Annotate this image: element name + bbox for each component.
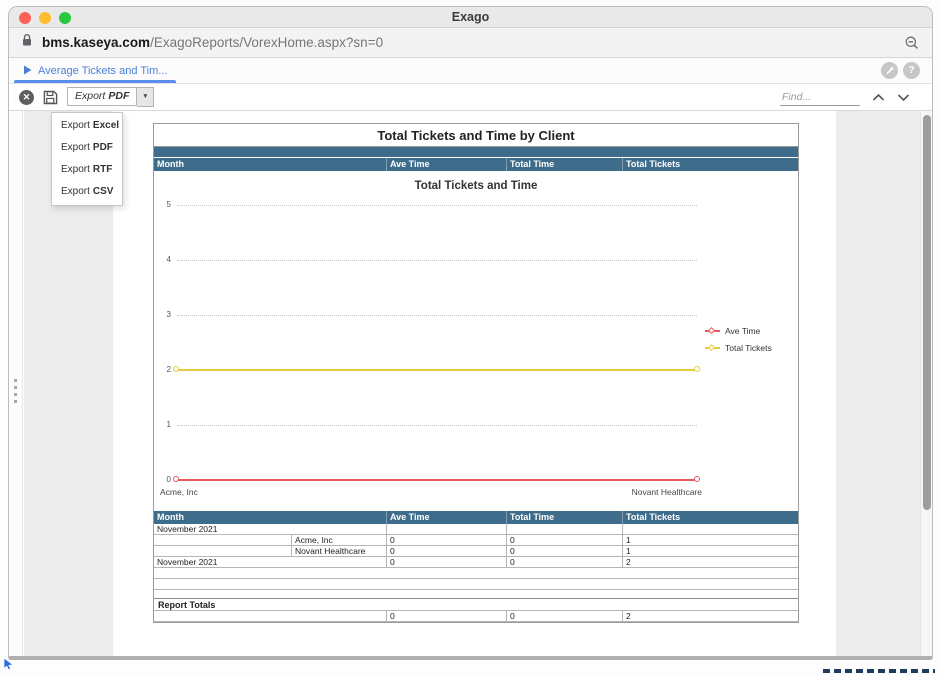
y-axis-tick: 4 — [166, 255, 171, 264]
vertical-scrollbar[interactable] — [920, 111, 932, 656]
y-axis-tick: 3 — [166, 310, 171, 319]
menu-item-export-csv[interactable]: Export CSV — [61, 186, 114, 197]
desktop-edge — [0, 657, 940, 676]
chart-title: Total Tickets and Time — [414, 180, 538, 192]
menu-item-export-pdf[interactable]: Export PDF — [61, 142, 113, 153]
column-header-month: Month — [154, 158, 387, 171]
table-row-month-group: November 2021 — [154, 524, 798, 535]
table-row-novant: Novant Healthcare 0 0 1 — [154, 546, 798, 557]
lock-icon — [21, 33, 33, 52]
report-viewport: Total Tickets and Time by Client Month A… — [24, 111, 920, 656]
help-icon[interactable]: ? — [903, 62, 920, 79]
legend-item-ave-time: Ave Time — [705, 326, 772, 336]
find-input[interactable] — [780, 88, 860, 106]
report-tab-bar: Average Tickets and Tim... ? — [9, 58, 932, 84]
active-tab-underline — [14, 80, 177, 83]
splitter-grip-icon[interactable] — [14, 379, 17, 407]
scrollbar-thumb[interactable] — [923, 115, 931, 510]
data-point — [173, 366, 179, 372]
table-row-acme: Acme, Inc 0 0 1 — [154, 535, 798, 546]
column-header-total-tickets: Total Tickets — [626, 512, 681, 522]
tabbar-icons: ? — [881, 62, 932, 79]
table-row-empty — [154, 579, 798, 590]
close-window-button[interactable] — [19, 12, 31, 24]
report-title: Total Tickets and Time by Client — [154, 124, 798, 147]
tab-label: Average Tickets and Tim... — [38, 64, 168, 77]
panel-splitter[interactable] — [9, 111, 23, 656]
find-next-icon[interactable] — [897, 93, 910, 102]
column-header-ave-time: Ave Time — [387, 511, 507, 524]
spacer — [154, 590, 798, 598]
table-header-bottom: Month Ave Time Total Time Total Tickets — [154, 511, 798, 524]
address-bar[interactable]: bms.kaseya.com/ExagoReports/VorexHome.as… — [9, 28, 932, 58]
column-header-total-time: Total Time — [507, 511, 623, 524]
series-line-total-tickets — [177, 369, 697, 371]
legend-marker-icon — [705, 326, 720, 334]
table-row-month-total: November 2021 0 0 2 — [154, 557, 798, 568]
menu-item-export-excel[interactable]: Export Excel — [61, 120, 120, 131]
url-path: /ExagoReports/VorexHome.aspx?sn=0 — [150, 35, 384, 50]
line-chart: Total Tickets and Time 5 4 3 2 1 0 — [154, 171, 798, 508]
table-group-band — [154, 147, 798, 158]
url-text[interactable]: bms.kaseya.com/ExagoReports/VorexHome.as… — [42, 35, 383, 50]
export-split-button: Export PDF ▼ — [67, 87, 155, 107]
save-icon[interactable] — [43, 90, 58, 105]
report-toolbar: ✕ Export PDF ▼ — [9, 84, 932, 111]
data-point — [173, 476, 179, 482]
title-bar: Exago — [9, 7, 932, 28]
minimize-window-button[interactable] — [39, 12, 51, 24]
export-button[interactable]: Export PDF — [67, 87, 138, 106]
gridline — [177, 425, 697, 426]
browser-window: Exago bms.kaseya.com/ExagoReports/VorexH… — [8, 6, 933, 660]
data-point — [694, 476, 700, 482]
wrench-icon[interactable] — [881, 62, 898, 79]
data-point — [694, 366, 700, 372]
column-header-total-tickets: Total Tickets — [626, 159, 681, 169]
close-report-icon[interactable]: ✕ — [19, 89, 34, 105]
find-previous-icon[interactable] — [872, 93, 885, 102]
column-header-total-time: Total Time — [507, 158, 623, 171]
traffic-lights — [19, 12, 71, 24]
column-header-ave-time: Ave Time — [387, 158, 507, 171]
table-header-top: Month Ave Time Total Time Total Tickets — [154, 158, 798, 171]
y-axis-tick: 5 — [166, 200, 171, 209]
tab-average-tickets-and-time[interactable]: Average Tickets and Tim... — [9, 58, 181, 83]
series-line-ave-time — [177, 479, 697, 481]
zoom-out-icon[interactable] — [904, 35, 920, 51]
zoom-window-button[interactable] — [59, 12, 71, 24]
report-page: Total Tickets and Time by Client Month A… — [113, 111, 836, 656]
url-domain: bms.kaseya.com — [42, 35, 151, 50]
y-axis-tick: 0 — [166, 475, 171, 484]
gridline — [177, 205, 697, 206]
mouse-cursor-icon — [3, 657, 14, 675]
background-content-fragment — [823, 669, 935, 673]
report-totals-label: Report Totals — [154, 598, 798, 611]
chart-legend: Ave Time Total Tickets — [705, 326, 772, 360]
x-axis-label-acme: Acme, Inc — [160, 487, 198, 497]
play-icon — [23, 62, 32, 80]
export-dropdown-arrow-icon[interactable]: ▼ — [137, 87, 155, 107]
legend-marker-icon — [705, 343, 720, 351]
y-axis-tick: 2 — [166, 365, 171, 374]
menu-item-export-rtf[interactable]: Export RTF — [61, 164, 113, 175]
report-viewer: Total Tickets and Time by Client Month A… — [9, 111, 932, 656]
report-document: Total Tickets and Time by Client Month A… — [153, 123, 799, 623]
legend-item-total-tickets: Total Tickets — [705, 343, 772, 353]
column-header-month: Month — [154, 511, 387, 524]
y-axis-tick: 1 — [166, 420, 171, 429]
table-row-empty — [154, 568, 798, 579]
x-axis-label-novant: Novant Healthcare — [631, 487, 702, 497]
window-title: Exago — [451, 10, 490, 24]
gridline — [177, 260, 697, 261]
find-controls — [780, 88, 910, 106]
report-totals-row: 0 0 2 — [154, 611, 798, 622]
export-dropdown-menu: Export Excel Export PDF Export RTF Export CS… — [51, 112, 123, 206]
gridline — [177, 315, 697, 316]
